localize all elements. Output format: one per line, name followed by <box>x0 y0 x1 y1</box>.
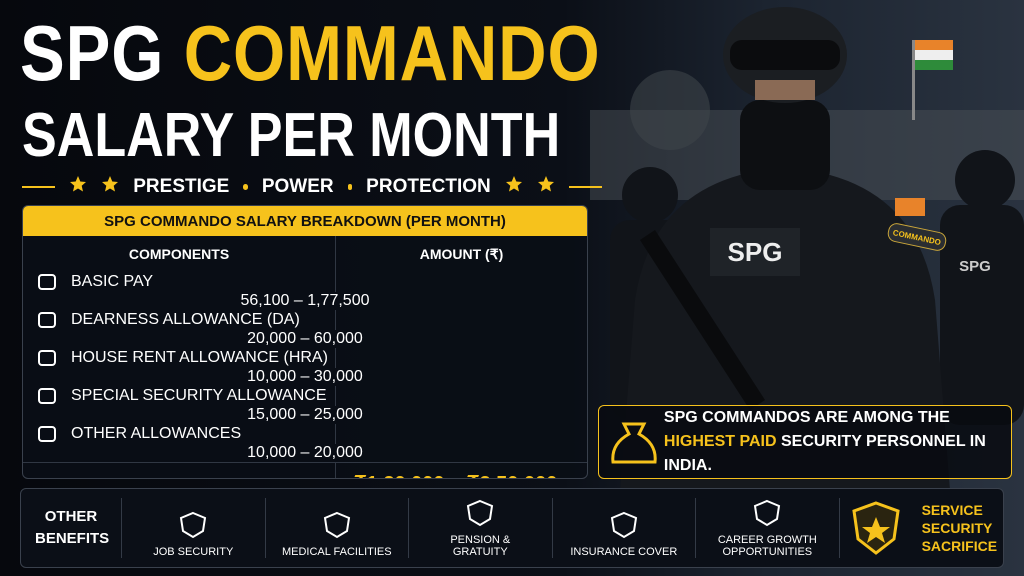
component-cell: BASIC PAY <box>23 272 336 292</box>
rule <box>22 186 56 188</box>
benefit-item: MEDICAL FACILITIES <box>264 498 409 558</box>
table-row: DEARNESS ALLOWANCE (DA) 20,000 – 60,000 <box>23 310 587 348</box>
star-icon <box>537 175 555 199</box>
benefit-item: PENSION & GRATUITY <box>408 498 552 558</box>
patch-text: SPG <box>728 237 783 267</box>
component-cell: DEARNESS ALLOWANCE (DA) <box>23 310 336 330</box>
callout: SPG COMMANDOS ARE AMONG THE HIGHEST PAID… <box>598 405 1012 479</box>
amount-cell: 10,000 – 20,000 <box>247 444 363 461</box>
total-amount: ₹1,20,000 – ₹2,50,000+ <box>336 471 587 479</box>
amount-cell: 15,000 – 25,000 <box>247 406 363 423</box>
component-name: HOUSE RENT ALLOWANCE (HRA) <box>71 349 328 366</box>
component-cell: HOUSE RENT ALLOWANCE (HRA) <box>23 348 336 368</box>
motto-word: SACRIFICE <box>921 538 998 554</box>
motto-word: SERVICE <box>921 502 983 518</box>
table-row: HOUSE RENT ALLOWANCE (HRA) 10,000 – 30,00… <box>23 348 587 386</box>
dot <box>243 184 248 190</box>
total-label-cell: IN-HAND SALARY (APPROX.) <box>23 463 336 479</box>
total-label: IN-HAND SALARY <box>79 475 208 479</box>
table-row: OTHER ALLOWANCES 10,000 – 20,000 <box>23 424 587 462</box>
star-icon <box>505 175 523 199</box>
total-row: IN-HAND SALARY (APPROX.) ₹1,20,000 – ₹2,50… <box>23 462 587 479</box>
callout-highlight: HIGHEST PAID <box>663 433 777 450</box>
benefit-icon <box>322 511 352 542</box>
table-title: SPG COMMANDO SALARY BREAKDOWN (PER MONTH… <box>23 206 587 236</box>
salary-table: SPG COMMANDO SALARY BREAKDOWN (PER MONTH… <box>22 205 588 479</box>
motto: SERVICE SECURITY SACRIFICE <box>838 497 1003 560</box>
total-note: (APPROX.) <box>212 476 279 479</box>
table-row: SPECIAL SECURITY ALLOWANCE 15,000 – 25,00… <box>23 386 587 424</box>
benefit-icon <box>609 511 639 542</box>
table-row: BASIC PAY 56,100 – 1,77,500 <box>23 272 587 310</box>
benefit-text: CAREER GROWTH OPPORTUNITIES <box>717 534 817 558</box>
row-icon <box>23 348 71 368</box>
row-icon <box>23 424 71 444</box>
emblem <box>846 497 906 560</box>
row-icon <box>23 386 71 406</box>
dot <box>347 184 353 190</box>
title-part: COMMANDO <box>183 9 601 97</box>
benefits-label: OTHER BENEFITS <box>35 508 110 547</box>
amount-cell: 10,000 – 30,000 <box>247 368 363 385</box>
patch-text-2: SPG <box>959 258 991 275</box>
benefit-text: INSURANCE COVER <box>570 546 678 558</box>
row-icon <box>23 310 71 330</box>
benefit-text: JOB SECURITY <box>153 546 234 558</box>
component-name: SPECIAL SECURITY ALLOWANCE <box>71 387 327 404</box>
rule <box>568 186 602 188</box>
title-part: SPG <box>20 9 165 97</box>
column-header: COMPONENTS <box>23 236 336 272</box>
motto-words: SERVICE SECURITY SACRIFICE <box>922 501 997 555</box>
benefit-text: PENSION & GRATUITY <box>450 534 511 558</box>
title-line-2: SALARY PER MONTH <box>22 101 561 170</box>
star-icon <box>69 175 87 199</box>
header-row: COMPONENTS AMOUNT (₹) <box>23 236 587 272</box>
benefit-item: INSURANCE COVER <box>551 498 696 558</box>
benefits-bar: OTHER BENEFITS JOB SECURITY MEDICAL FACIL… <box>20 488 1004 568</box>
benefit-icon <box>178 511 208 542</box>
star-icon <box>101 175 119 199</box>
amount-cell: 20,000 – 60,000 <box>247 330 363 347</box>
benefit-item: JOB SECURITY <box>121 498 265 558</box>
component-name: DEARNESS ALLOWANCE (DA) <box>71 311 300 328</box>
component-name: BASIC PAY <box>71 273 154 290</box>
tagline-word: POWER <box>261 176 334 197</box>
benefit-item: CAREER GROWTH OPPORTUNITIES <box>695 498 839 558</box>
component-cell: OTHER ALLOWANCES <box>23 424 336 444</box>
tagline-word: PRESTIGE <box>133 176 230 197</box>
callout-line: SPG COMMANDOS ARE AMONG THE <box>663 409 950 426</box>
benefit-icon <box>752 499 782 530</box>
row-icon <box>23 272 71 292</box>
amount-cell: 56,100 – 1,77,500 <box>240 292 370 309</box>
column-header: AMOUNT (₹) <box>419 245 504 262</box>
money-bag-icon <box>611 422 657 464</box>
motto-word: SECURITY <box>921 520 993 536</box>
component-name: OTHER ALLOWANCES <box>71 425 242 442</box>
component-cell: SPECIAL SECURITY ALLOWANCE <box>23 386 336 406</box>
benefit-icon <box>465 499 495 530</box>
benefit-text: MEDICAL FACILITIES <box>281 546 392 558</box>
title-line-1: SPG COMMANDO <box>20 8 601 99</box>
tagline: PRESTIGE POWER PROTECTION <box>22 174 602 200</box>
callout-line: SECURITY PERSONNEL IN INDIA. <box>663 433 986 474</box>
tagline-word: PROTECTION <box>366 176 491 197</box>
